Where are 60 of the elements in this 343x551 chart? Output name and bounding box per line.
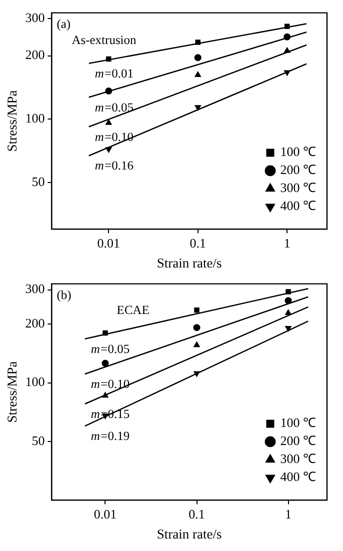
point [284, 33, 291, 40]
point [284, 297, 292, 304]
point [102, 330, 108, 336]
x-tick-label: 1 [284, 235, 290, 250]
point [194, 105, 201, 111]
point [285, 326, 292, 332]
y-tick-label: 50 [32, 432, 45, 448]
point [284, 24, 290, 29]
point [284, 70, 290, 76]
x-tick-label: 0.01 [97, 235, 120, 250]
point [194, 371, 200, 377]
y-tick-label: 300 [25, 281, 45, 296]
point [193, 324, 200, 332]
annotation: As-extrusion [72, 32, 138, 47]
legend-label: 200 ℃ [280, 433, 316, 448]
annotation: m=0.19 [90, 429, 130, 444]
point [106, 147, 112, 153]
point [284, 47, 290, 53]
point [195, 40, 200, 45]
annotation: m=0.10 [90, 376, 130, 391]
annotation: m=0.05 [90, 342, 130, 356]
annotation: ECAE [116, 302, 150, 317]
legend-label: 400 ℃ [280, 469, 316, 484]
annotation: m=0.05 [94, 100, 134, 114]
y-tick-label: 100 [25, 374, 45, 390]
point [102, 360, 109, 367]
annotation: m=0.01 [94, 66, 134, 80]
annotation: m=0.16 [94, 158, 134, 173]
x-tick-label: 0.1 [188, 506, 205, 522]
point [102, 392, 108, 398]
annotation: m=0.10 [94, 130, 134, 144]
annotation: (a) [56, 16, 71, 31]
x-axis-title: Strain rate/s [156, 255, 222, 270]
y-tick-label: 300 [25, 10, 45, 26]
y-tick-label: 200 [25, 316, 45, 331]
x-tick-label: 0.1 [190, 235, 206, 250]
legend-label: 100 ℃ [280, 144, 316, 160]
annotation: (b) [56, 288, 72, 302]
x-tick-label: 0.01 [94, 506, 117, 522]
point [106, 119, 112, 125]
point [194, 342, 200, 348]
point [194, 72, 201, 78]
point [106, 56, 112, 62]
y-axis-title: Stress/MPa [4, 90, 20, 152]
legend-label: 300 ℃ [280, 180, 316, 196]
point [285, 310, 292, 316]
point [194, 54, 202, 62]
point [286, 289, 291, 294]
x-tick-label: 1 [285, 506, 292, 522]
y-tick-label: 200 [25, 47, 45, 62]
legend-label: 300 ℃ [280, 451, 316, 466]
y-axis-title: Stress/MPa [4, 361, 20, 423]
legend-label: 200 ℃ [280, 162, 316, 178]
point [194, 307, 200, 313]
x-axis-title: Strain rate/s [156, 526, 222, 542]
legend-label: 100 ℃ [280, 415, 316, 430]
y-tick-label: 100 [25, 110, 45, 126]
legend-label: 400 ℃ [280, 198, 316, 214]
point [105, 88, 112, 95]
y-tick-label: 50 [32, 174, 45, 189]
